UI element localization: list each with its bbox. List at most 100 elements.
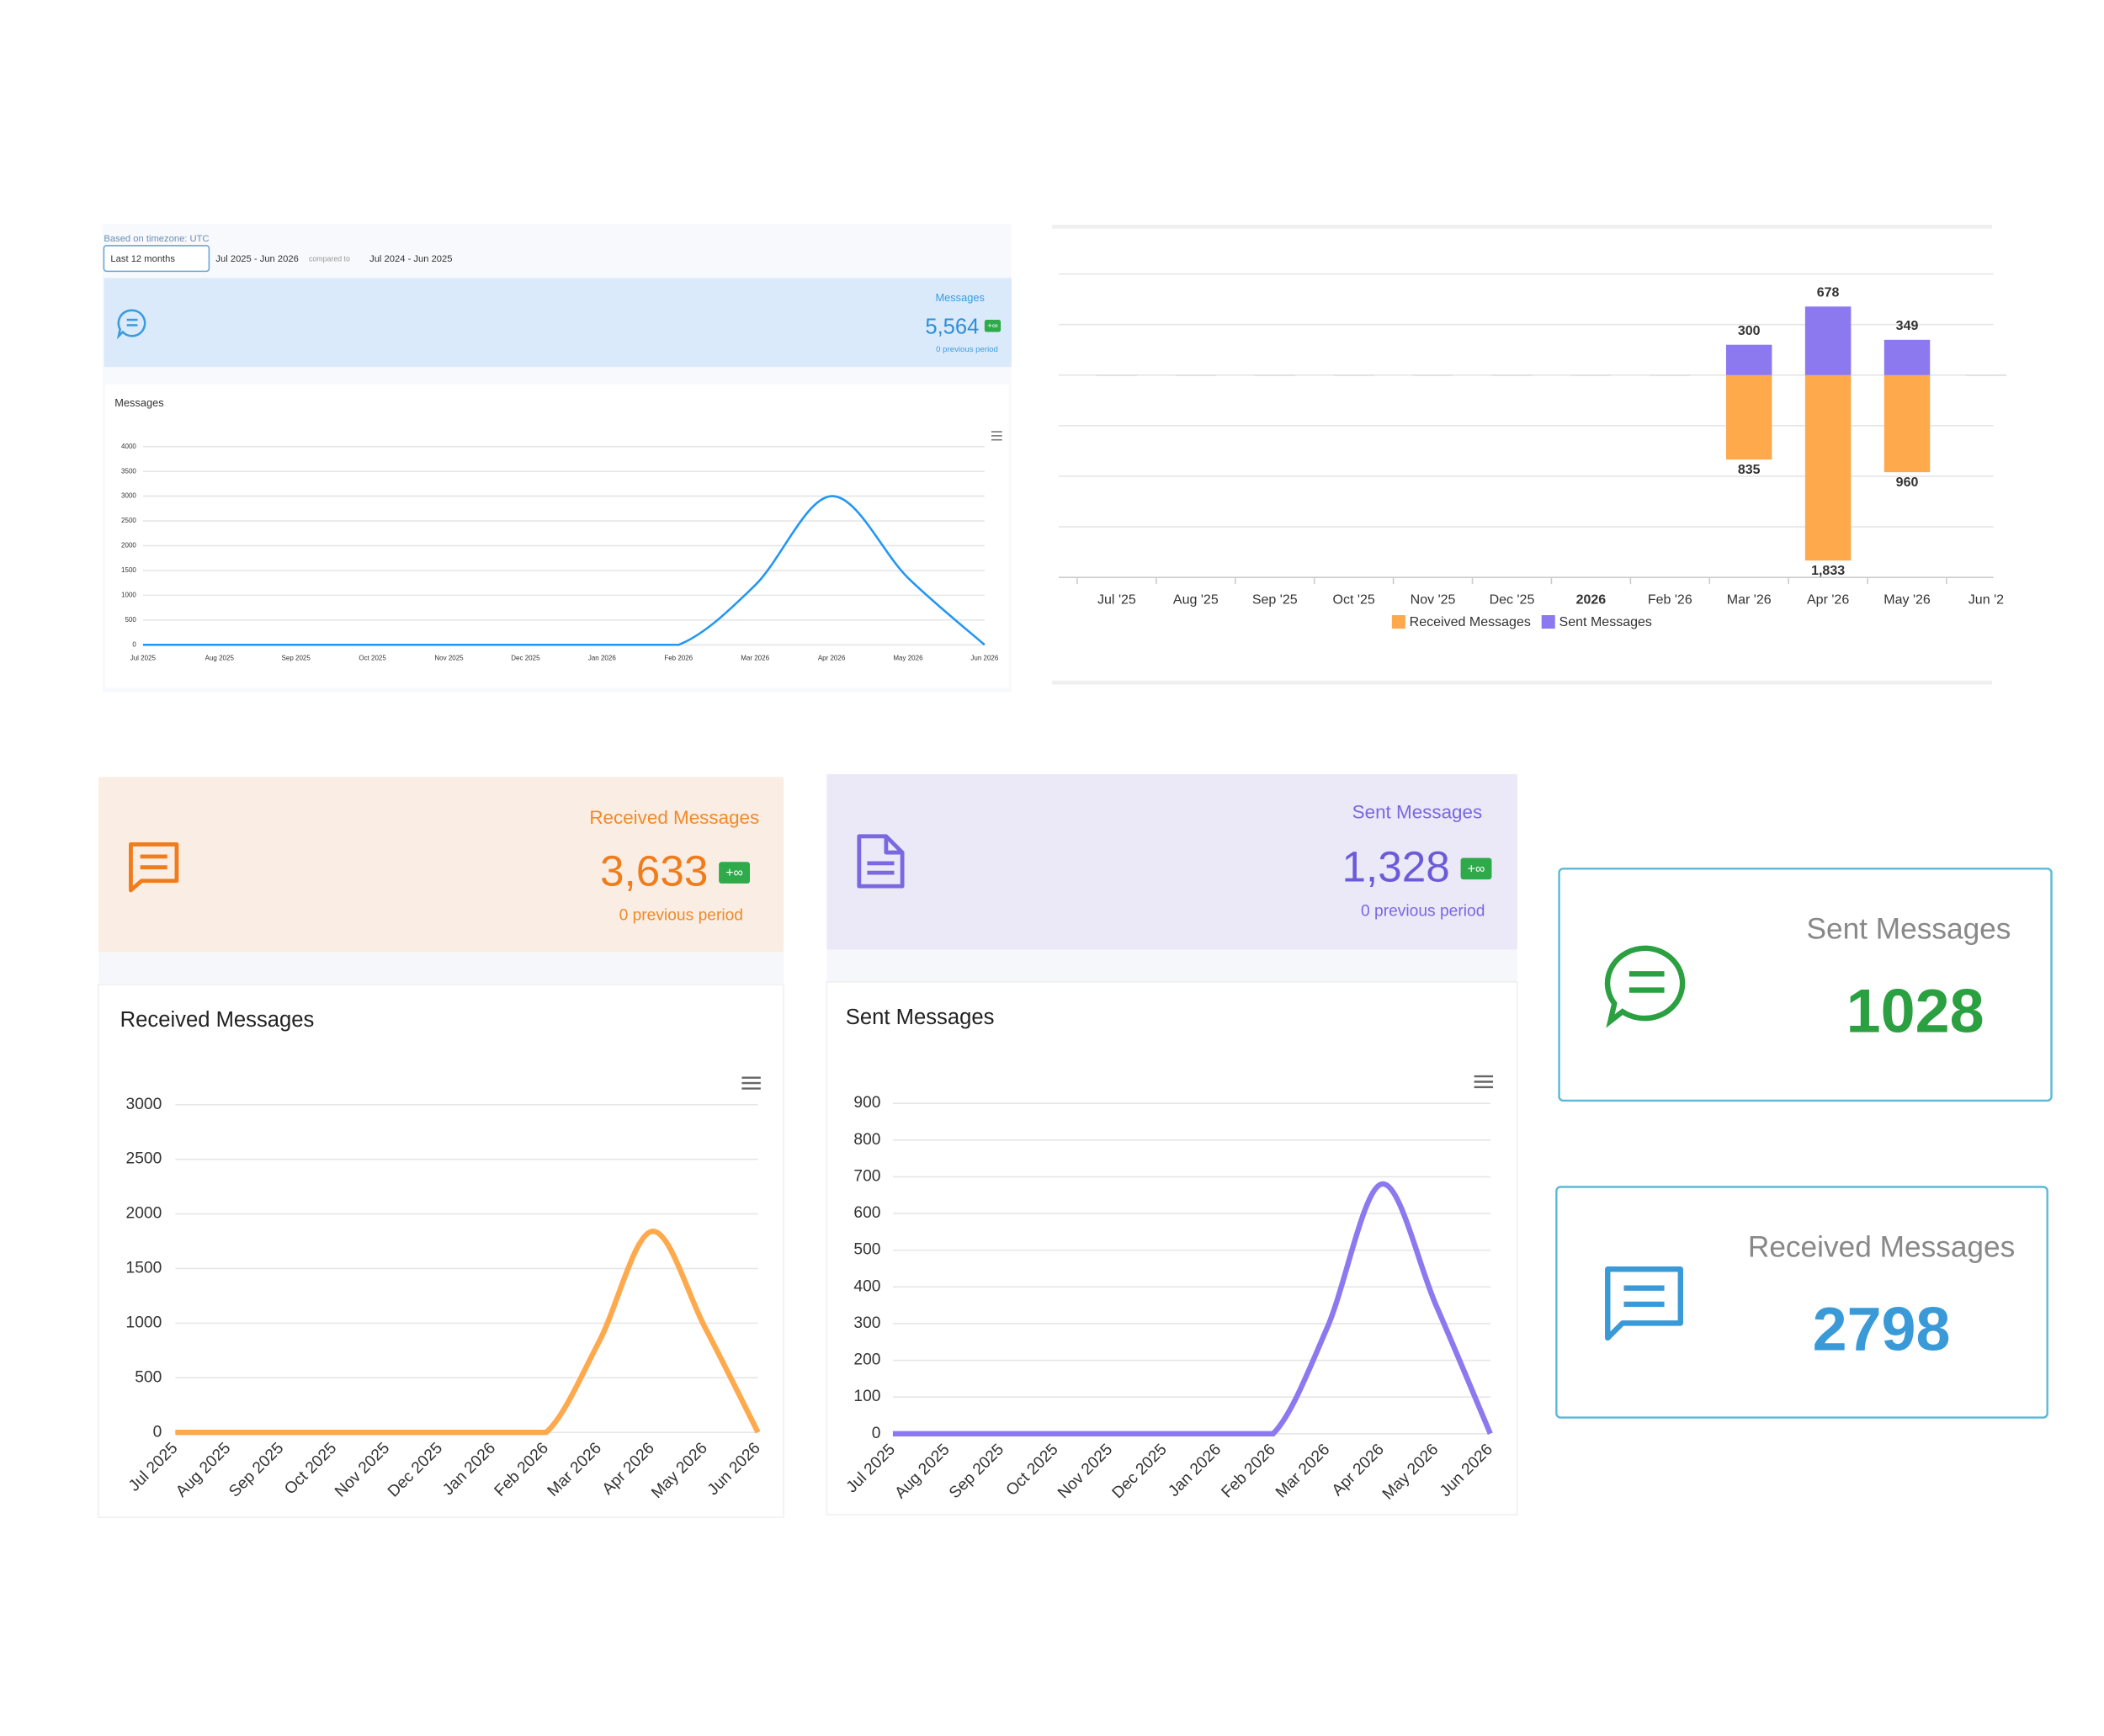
line <box>892 1181 1493 1436</box>
y-tick-label: 2000 <box>121 542 136 549</box>
y-tick-label: 0 <box>132 640 136 648</box>
bar <box>1884 339 1931 375</box>
bar <box>1725 374 1772 460</box>
received-card <box>98 777 784 953</box>
menu-icon[interactable] <box>1474 1075 1494 1089</box>
data-label: 835 <box>1738 462 1761 477</box>
x-tick-label: Dec 2025 <box>511 654 540 661</box>
x-tick-label: Oct '25 <box>1333 592 1375 608</box>
data-label: 300 <box>1738 323 1761 338</box>
bar <box>1804 374 1852 561</box>
badge-text: +∞ <box>725 865 743 880</box>
x-tick-label: Nov 2025 <box>434 654 464 661</box>
y-tick-label: 3500 <box>121 467 136 475</box>
stat-value: 2798 <box>1813 1294 1951 1364</box>
y-tick-label: 1000 <box>121 591 136 598</box>
compared-label: compared to <box>309 254 350 263</box>
badge-text: +∞ <box>987 321 998 331</box>
period: Jul 2025 - Jun 2026 <box>215 254 298 264</box>
x-tick-label: Oct 2025 <box>359 654 386 661</box>
x-tick-label: Mar '26 <box>1727 592 1772 608</box>
stat-box <box>1558 868 2053 1102</box>
x-tick-label: 2026 <box>1576 592 1607 608</box>
chart-card <box>98 984 784 1518</box>
y-tick-label: 900 <box>853 1094 880 1112</box>
card-label: Received Messages <box>589 807 759 828</box>
summary-value: 5,564 <box>925 315 979 338</box>
compare-period: Jul 2024 - Jun 2025 <box>369 254 452 264</box>
card-value: 3,633 <box>600 847 708 895</box>
y-tick-label: 700 <box>853 1167 880 1185</box>
card-value: 1,328 <box>1342 842 1449 890</box>
summary-label: Messages <box>935 291 984 304</box>
data-label: 349 <box>1896 318 1919 333</box>
y-tick-label: 2000 <box>126 1205 162 1223</box>
card-label: Sent Messages <box>1352 802 1483 823</box>
y-tick-label: 1500 <box>121 566 136 574</box>
document-icon <box>857 834 905 889</box>
stat-label: Received Messages <box>1748 1231 2015 1264</box>
y-tick-label: 800 <box>853 1131 880 1149</box>
bar <box>1884 374 1931 473</box>
badge-text: +∞ <box>1468 861 1485 876</box>
badge <box>1460 857 1492 880</box>
bar <box>1725 344 1772 375</box>
x-tick-label: Jan 2026 <box>588 654 616 661</box>
message-icon <box>1605 1266 1683 1341</box>
x-tick-label: Apr 2026 <box>818 654 846 661</box>
stat-value: 1028 <box>1846 975 1984 1045</box>
chart-title: Messages <box>114 396 163 409</box>
chart-card <box>826 981 1518 1516</box>
chat-icon <box>1604 945 1686 1028</box>
x-tick-label: Mar 2026 <box>741 654 769 661</box>
period-select[interactable] <box>103 245 210 273</box>
data-label: 1,833 <box>1811 563 1845 578</box>
bar <box>1804 306 1852 375</box>
y-tick-label: 2500 <box>121 517 136 524</box>
legend-label: Received Messages <box>1410 614 1531 629</box>
x-tick-label: Sep '25 <box>1252 592 1298 608</box>
x-tick-label: Aug 2025 <box>205 654 235 661</box>
y-tick-label: 400 <box>853 1277 880 1295</box>
x-tick-label: Aug '25 <box>1173 592 1219 608</box>
y-tick-label: 3000 <box>126 1096 162 1113</box>
menu-icon[interactable] <box>741 1076 761 1090</box>
legend-swatch <box>1541 615 1555 629</box>
x-tick-label: Jun '2 <box>1969 592 2004 608</box>
x-tick-label: Feb 2026 <box>664 654 693 661</box>
line <box>142 495 986 646</box>
chart-card <box>105 384 1009 688</box>
stat-box <box>1555 1186 2048 1419</box>
y-tick-label: 500 <box>135 1368 162 1386</box>
y-tick-label: 600 <box>853 1204 880 1222</box>
legend-swatch <box>1391 615 1405 629</box>
x-tick-label: May '26 <box>1884 592 1931 608</box>
y-tick-label: 200 <box>853 1351 880 1369</box>
x-tick-label: Jul '25 <box>1097 592 1136 608</box>
card-previous: 0 previous period <box>1361 903 1485 921</box>
line <box>175 1229 761 1436</box>
y-tick-label: 1000 <box>126 1314 162 1331</box>
x-tick-label: Sep 2025 <box>282 654 311 661</box>
y-tick-label: 4000 <box>121 443 136 450</box>
x-tick-label: Jul 2025 <box>130 654 157 661</box>
chat-icon <box>116 309 146 340</box>
y-tick-label: 0 <box>872 1425 881 1442</box>
chart-title: Received Messages <box>120 1008 315 1032</box>
y-tick-label: 100 <box>853 1388 880 1405</box>
timezone-note: Based on timezone: UTC <box>104 234 209 244</box>
legend-label: Sent Messages <box>1559 614 1652 629</box>
y-tick-label: 500 <box>853 1241 880 1259</box>
badge <box>984 320 1002 332</box>
y-tick-label: 300 <box>853 1314 880 1332</box>
data-label: 960 <box>1896 475 1919 490</box>
sent-card <box>826 774 1517 950</box>
period-select-text[interactable]: Last 12 months <box>110 254 175 264</box>
spacer <box>826 949 1517 982</box>
menu-icon[interactable] <box>991 431 1002 441</box>
y-tick-label: 3000 <box>121 492 136 500</box>
x-tick-label: Dec '25 <box>1490 592 1535 608</box>
badge <box>719 862 751 884</box>
